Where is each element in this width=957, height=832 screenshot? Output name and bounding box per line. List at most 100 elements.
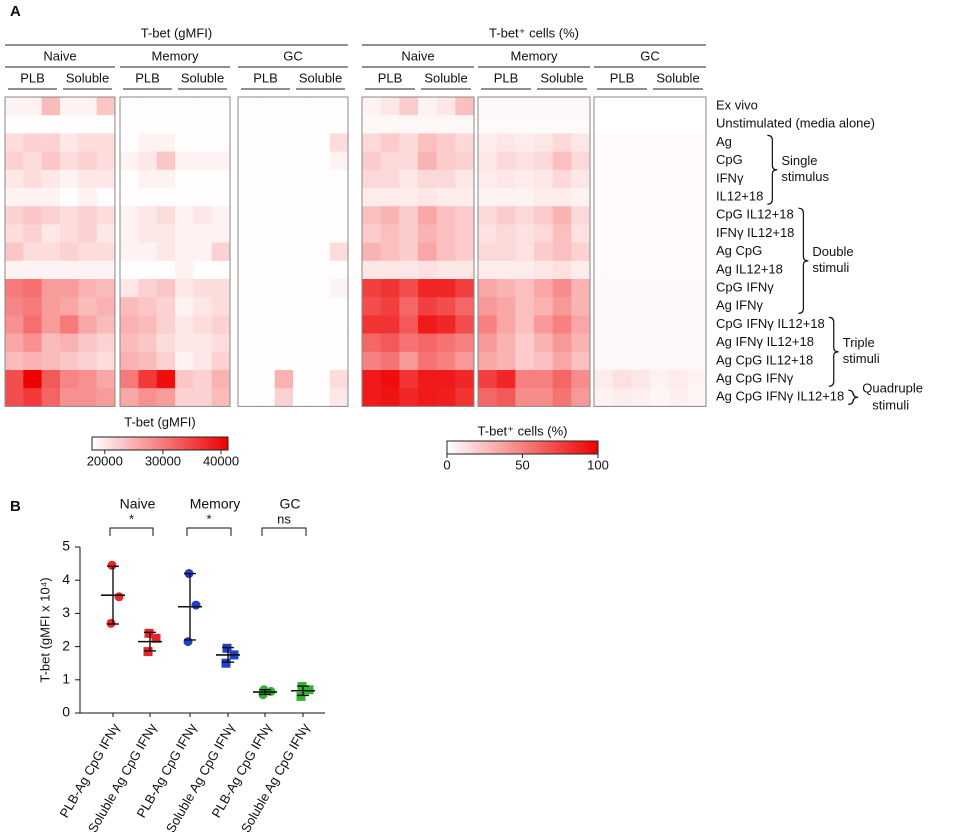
heatmap-cell <box>120 388 139 407</box>
heatmap-cell <box>380 224 400 243</box>
subgroup-label: Soluble <box>181 70 224 85</box>
heatmap-cell <box>594 206 613 225</box>
heatmap-cell <box>496 333 516 353</box>
heatmap-cell <box>120 206 139 225</box>
heatmap-cell <box>193 115 212 134</box>
heatmap-cell <box>455 297 475 316</box>
heatmap-cell <box>455 151 475 171</box>
heatmap-cell <box>274 297 294 316</box>
bracket-label: stimulus <box>781 169 829 184</box>
row-label: IFNγ IL12+18 <box>716 225 794 240</box>
heatmap-cell <box>455 224 475 243</box>
heatmap-cell <box>436 188 456 207</box>
heatmap-cell <box>515 279 535 298</box>
heatmap-cell <box>78 97 97 116</box>
heatmap-cell <box>399 351 419 371</box>
heatmap-cell <box>329 242 349 262</box>
heatmap-cell <box>211 224 231 243</box>
heatmap-cell <box>534 315 553 334</box>
heatmap-cell <box>256 279 275 298</box>
row-label: Ag <box>716 134 732 149</box>
heatmap-cell <box>175 169 194 189</box>
heatmap-cell <box>96 206 116 225</box>
heatmap-cell <box>612 242 632 262</box>
heatmap-cell <box>60 206 79 225</box>
heatmap-cell <box>156 151 176 171</box>
heatmap-cell <box>5 279 24 298</box>
heatmap-cell <box>612 133 632 152</box>
heatmap-cell <box>5 297 24 316</box>
heatmap-cell <box>571 260 591 280</box>
group-label: Memory <box>152 48 199 63</box>
heatmap-cell <box>5 333 24 353</box>
heatmap-cell <box>211 315 231 334</box>
heatmap-cell <box>418 188 437 207</box>
heatmap-cell <box>552 279 572 298</box>
heatmap-cell <box>594 260 613 280</box>
heatmap-cell <box>41 115 61 134</box>
heatmap-cell <box>138 97 157 116</box>
heatmap-cell <box>594 115 613 134</box>
heatmap-cell <box>293 188 312 207</box>
heatmap-cell <box>496 115 516 134</box>
heatmap-cell <box>329 315 349 334</box>
heatmap-cell <box>211 279 231 298</box>
heatmap-cell <box>631 188 651 207</box>
heatmap-cell <box>120 133 139 152</box>
heatmap-cell <box>436 115 456 134</box>
heatmap-cell <box>238 169 257 189</box>
heatmap-cell <box>631 206 651 225</box>
subgroup-label: PLB <box>135 70 160 85</box>
heatmap-cell <box>552 333 572 353</box>
heatmap-cell <box>380 188 400 207</box>
heatmap-cell <box>156 370 176 389</box>
heatmap-cell <box>193 224 212 243</box>
heatmap-cell <box>138 260 157 280</box>
heatmap-cell <box>380 133 400 152</box>
heatmap-cell <box>293 333 312 353</box>
heatmap-cell <box>23 279 42 298</box>
subgroup-label: Soluble <box>656 70 699 85</box>
heatmap-cell <box>120 169 139 189</box>
subgroup-label: Soluble <box>299 70 342 85</box>
heatmap-cell <box>41 151 61 171</box>
heatmap-cell <box>478 151 497 171</box>
heatmap-cell <box>478 315 497 334</box>
heatmap-cell <box>612 169 632 189</box>
heatmap-cell <box>399 97 419 116</box>
heatmap-cell <box>478 133 497 152</box>
heatmap-cell <box>78 333 97 353</box>
heatmap-cell <box>23 206 42 225</box>
heatmap-cell <box>594 133 613 152</box>
heatmap-cell <box>399 224 419 243</box>
heatmap-cell <box>41 388 61 407</box>
heatmap-cell <box>41 242 61 262</box>
heatmap-cell <box>41 224 61 243</box>
row-label: IFNγ <box>716 170 744 185</box>
heatmap-cell <box>362 206 381 225</box>
heatmap-cell <box>552 297 572 316</box>
heatmap-cell <box>515 333 535 353</box>
heatmap-cell <box>96 97 116 116</box>
heatmap-cell <box>138 133 157 152</box>
heatmap-cell <box>455 315 475 334</box>
heatmap-cell <box>399 260 419 280</box>
colorbar-tick-label: 30000 <box>145 453 181 468</box>
row-label: Ag CpG IL12+18 <box>716 352 813 367</box>
heatmap-cell <box>238 260 257 280</box>
significance-label: * <box>206 511 211 526</box>
heatmap-cell <box>256 97 275 116</box>
heatmap-cell <box>238 351 257 371</box>
heatmap-cell <box>552 97 572 116</box>
heatmap-cell <box>5 370 24 389</box>
heatmap-cell <box>238 370 257 389</box>
heatmap-cell <box>274 188 294 207</box>
heatmap-cell <box>193 260 212 280</box>
heatmap-cell <box>5 224 24 243</box>
heatmap-cell <box>631 97 651 116</box>
heatmap-cell <box>515 388 535 407</box>
data-point <box>151 633 161 643</box>
heatmap-cell <box>571 206 591 225</box>
heatmap-cell <box>362 260 381 280</box>
heatmap-cell <box>455 370 475 389</box>
